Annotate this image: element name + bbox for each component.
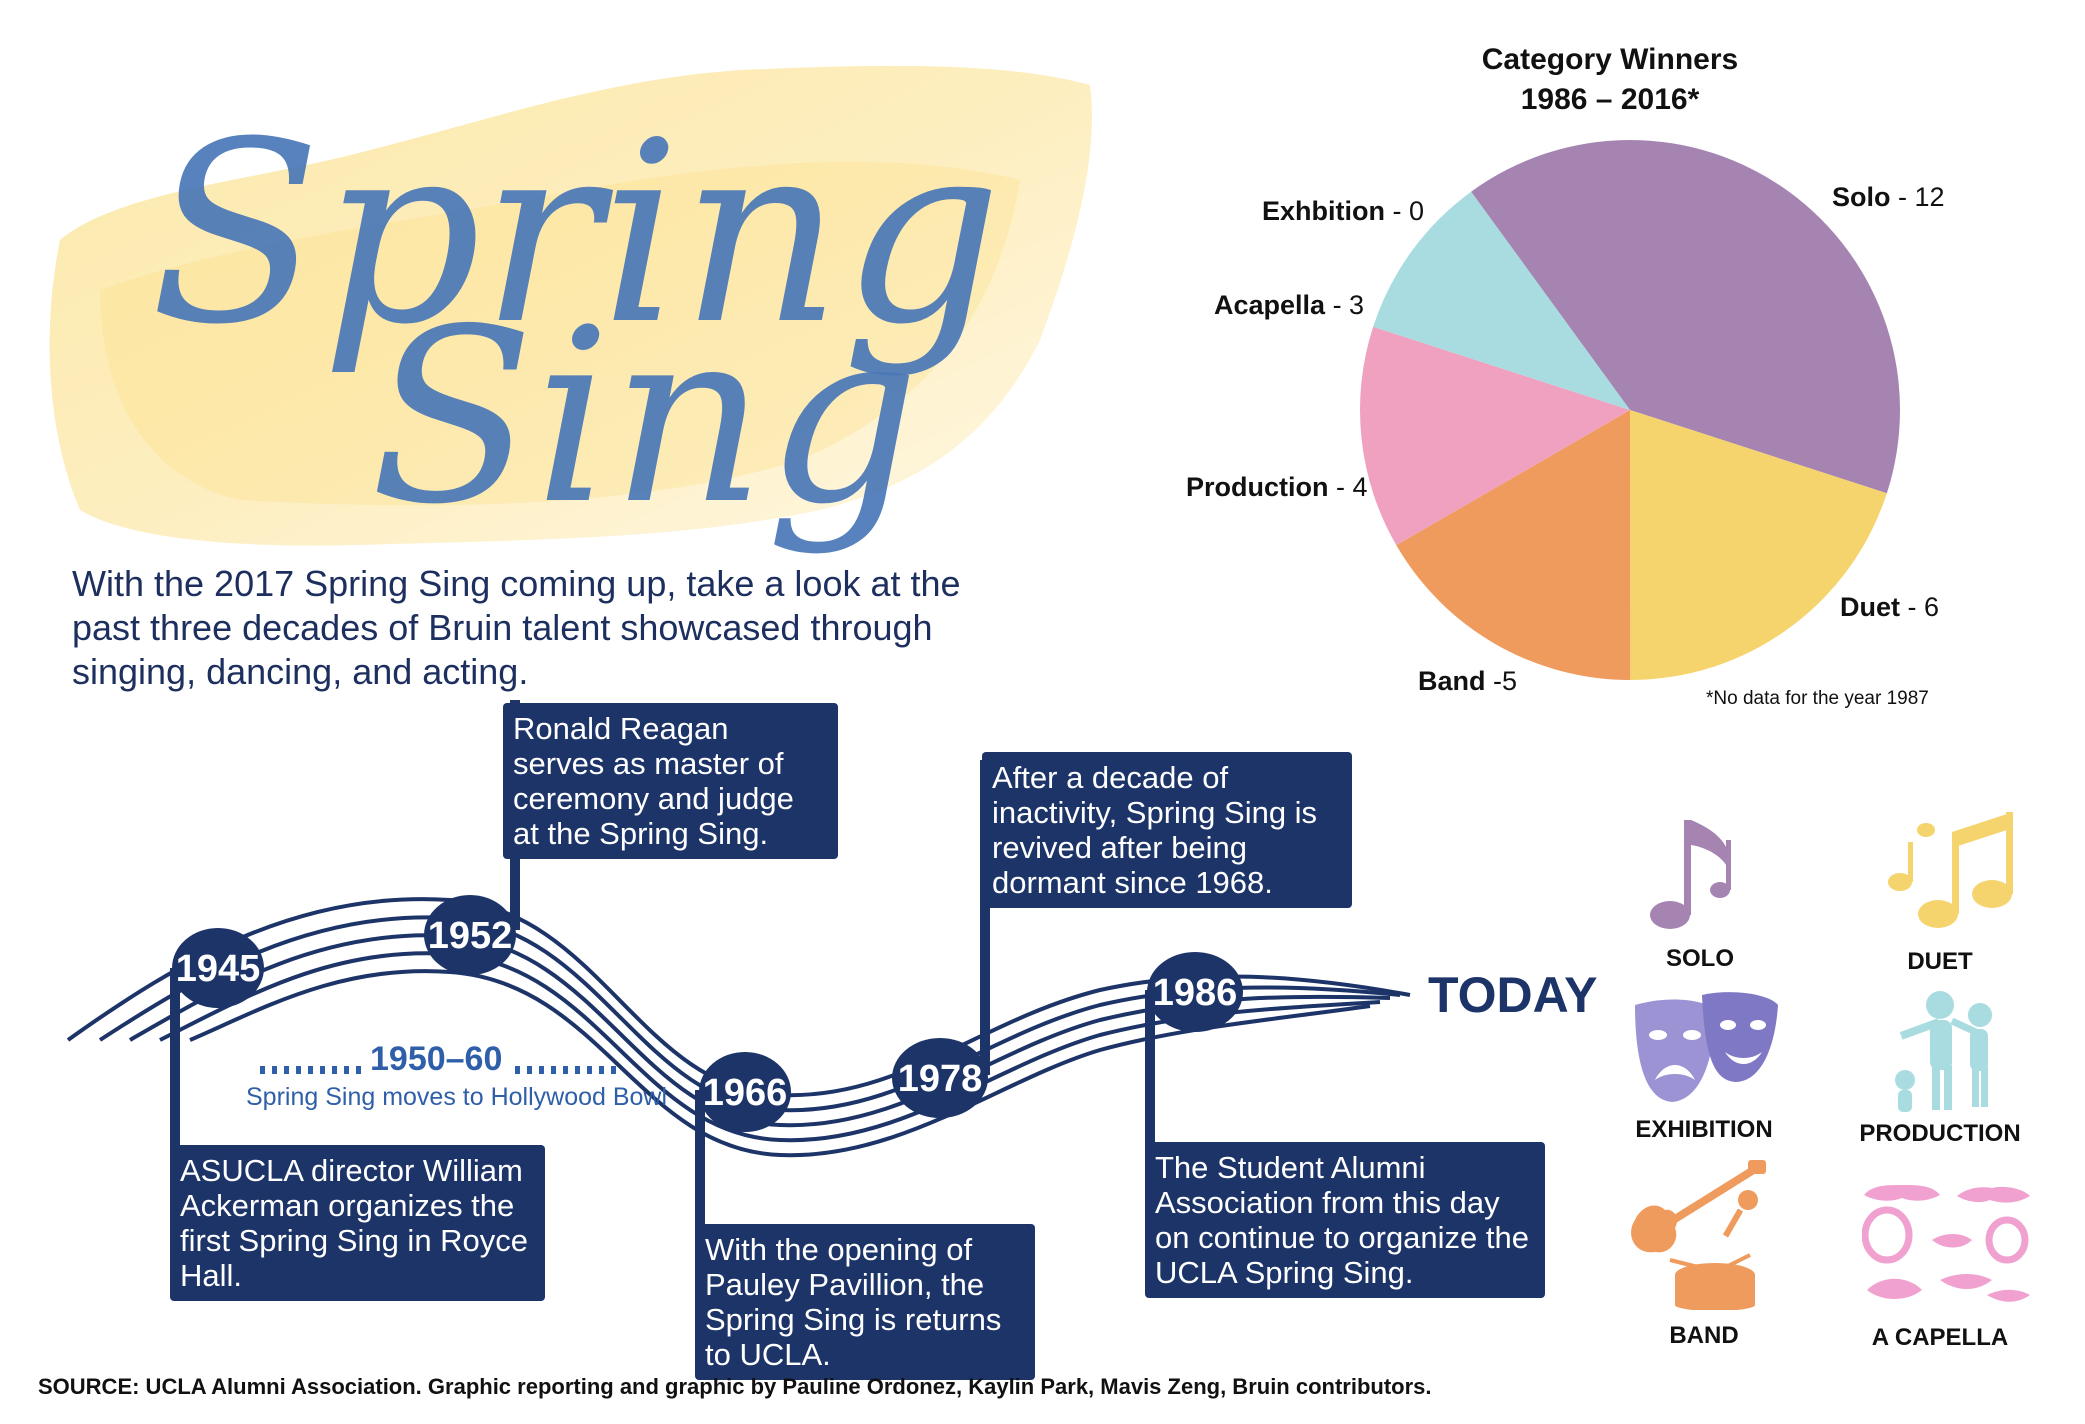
event-1966-box: With the opening of Pauley Pavillion, th…: [695, 1224, 1035, 1380]
event-1952-box: Ronald Reagan serves as master of ceremo…: [503, 703, 838, 859]
event-1978-box: After a decade of inactivity, Spring Sin…: [982, 752, 1352, 908]
title-line-1: Spring: [150, 88, 1002, 379]
year-marker-1945: [172, 928, 264, 1008]
chart-title: Category Winners 1986 – 2016*: [1480, 40, 1740, 120]
icon-caption-exhibition: EXHIBITION: [1635, 1116, 1773, 1143]
intro-text: With the 2017 Spring Sing coming up, tak…: [72, 563, 961, 692]
source-credit: SOURCE: UCLA Alumni Association. Graphic…: [38, 1374, 1432, 1399]
period-years: 1950–60: [370, 1040, 503, 1078]
pie-slice-band: [1396, 410, 1631, 680]
pie-label-band: Band -5: [1418, 666, 1518, 696]
music-notes-icon: [1888, 812, 2013, 928]
title-graphic: Spring Sing: [150, 88, 1002, 557]
pie-slice-duet: [1630, 410, 1887, 680]
pie-label-duet: Duet - 6: [1840, 592, 1940, 622]
pie-slice-solo: [1471, 139, 1900, 494]
icon-caption-solo: SOLO: [1665, 945, 1734, 972]
dancers-icon: [1895, 991, 1992, 1112]
icon-caption-acapella: A CAPELLA: [1871, 1324, 2009, 1351]
year-1966: 1966: [702, 1072, 788, 1114]
chart-title-line-1: Category Winners: [1481, 43, 1739, 76]
watercolor-wash: [49, 65, 1092, 546]
year-1945: 1945: [175, 948, 261, 990]
pie-slice-acapella: [1373, 191, 1630, 410]
year-1978: 1978: [897, 1058, 983, 1100]
event-1945-box: ASUCLA director William Ackerman organiz…: [170, 1145, 545, 1301]
icon-caption-duet: DUET: [1907, 948, 1973, 975]
year-marker-1952: [424, 895, 516, 975]
year-1952: 1952: [427, 915, 513, 957]
chart-note: *No data for the year 1987: [1706, 688, 1929, 709]
pie-label-exhibition: Exhbition - 0: [1262, 196, 1425, 226]
year-marker-1978: [892, 1038, 988, 1118]
period-text: Spring Sing moves to Hollywood Bowl: [246, 1083, 668, 1111]
pie-label-production: Production - 4: [1186, 472, 1368, 502]
event-1986-box: The Student Alumni Association from this…: [1145, 1142, 1545, 1298]
year-1986: 1986: [1152, 972, 1238, 1014]
music-note-icon: [1650, 820, 1731, 929]
year-marker-1986: [1147, 952, 1243, 1032]
icon-caption-production: PRODUCTION: [1859, 1120, 2021, 1147]
today-label: TODAY: [1428, 967, 1598, 1023]
pie-label-acapella: Acapella - 3: [1214, 290, 1365, 320]
title-line-2: Sing: [370, 277, 919, 557]
year-marker-1966: [699, 1052, 791, 1132]
pie-label-solo: Solo - 12: [1832, 182, 1945, 212]
pie-chart: [1360, 139, 1900, 680]
icon-caption-band: BAND: [1669, 1322, 1739, 1349]
chart-title-line-2: 1986 – 2016*: [1520, 83, 1700, 116]
guitar-drum-icon: [1631, 1160, 1766, 1310]
lips-icon: [1862, 1185, 2030, 1302]
pie-slice-production: [1360, 326, 1630, 546]
theater-masks-icon: [1635, 992, 1778, 1102]
